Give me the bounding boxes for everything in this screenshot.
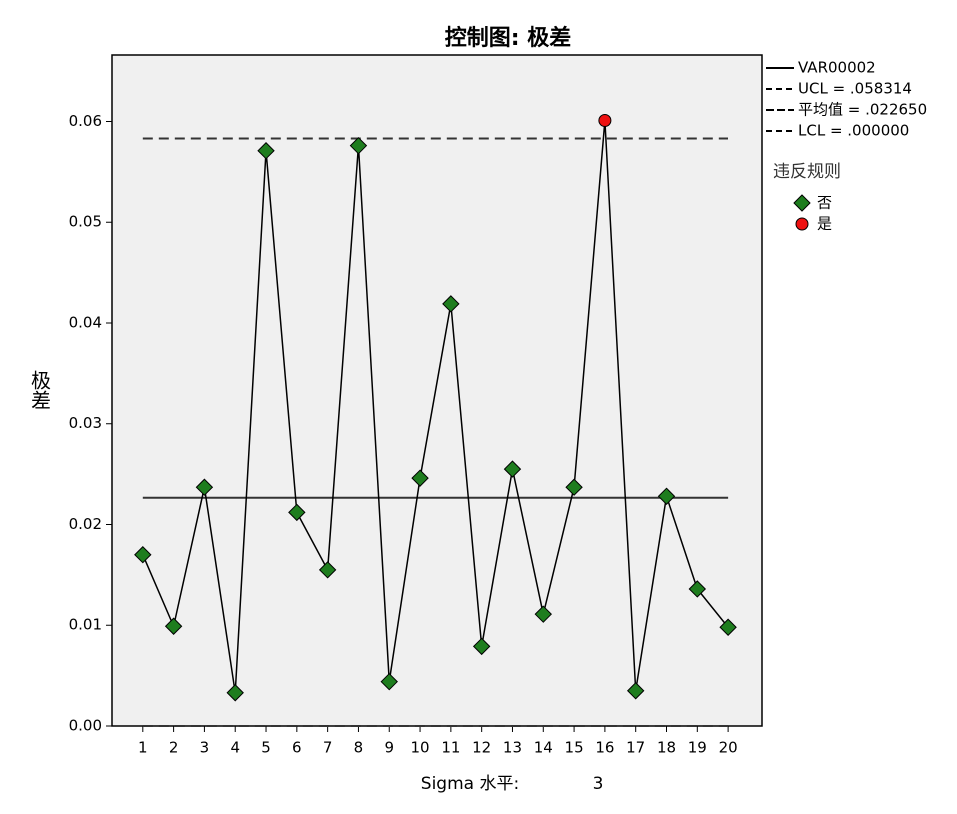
point <box>657 487 676 505</box>
x-tick-label: 20 <box>719 739 738 757</box>
legend-label: UCL = .058314 <box>798 80 912 98</box>
y-tick-label: 0.05 <box>69 213 102 231</box>
x-tick-label: 16 <box>595 739 614 757</box>
point <box>626 682 645 700</box>
point <box>565 478 583 496</box>
plot-area <box>111 54 763 727</box>
y-tick-label: 0.00 <box>69 717 102 735</box>
sigma-level: 3 <box>593 774 604 794</box>
x-tick-label: 1 <box>138 739 148 757</box>
point <box>288 503 306 522</box>
point <box>442 295 460 313</box>
point <box>688 580 707 598</box>
x-tick-label: 13 <box>503 739 522 757</box>
point <box>411 469 429 487</box>
x-tick-label: 2 <box>169 739 179 757</box>
x-tick-label: 15 <box>565 739 584 757</box>
point <box>598 113 612 127</box>
point <box>164 617 183 635</box>
legend-label: 平均值 = .022650 <box>798 101 927 119</box>
sigma-label: Sigma 水平: <box>421 774 519 794</box>
y-tick-label: 0.01 <box>69 616 102 634</box>
point <box>134 546 152 564</box>
x-tick-label: 7 <box>323 739 333 757</box>
x-tick-label: 18 <box>657 739 676 757</box>
legend-marker <box>793 194 811 212</box>
point <box>257 142 275 160</box>
x-tick-label: 8 <box>354 739 364 757</box>
point <box>534 605 552 623</box>
x-tick-label: 6 <box>292 739 302 757</box>
legend-title: 违反规则 <box>773 162 841 182</box>
x-tick-label: 19 <box>688 739 707 757</box>
x-tick-label: 11 <box>441 739 460 757</box>
legend-label: 否 <box>817 194 832 212</box>
legend-label: LCL = .000000 <box>798 122 909 140</box>
x-tick-label: 9 <box>384 739 394 757</box>
point <box>503 460 522 478</box>
point <box>226 684 244 702</box>
point <box>719 618 737 636</box>
y-axis-label: 极差 <box>28 370 52 410</box>
x-tick-label: 14 <box>534 739 553 757</box>
x-tick-label: 10 <box>411 739 430 757</box>
point <box>380 672 398 691</box>
x-tick-label: 4 <box>230 739 240 757</box>
point <box>349 136 368 155</box>
chart-title: 控制图: 极差 <box>445 25 571 51</box>
y-tick-label: 0.03 <box>69 414 102 432</box>
y-tick-label: 0.02 <box>69 515 102 533</box>
series-line <box>142 120 729 693</box>
y-tick-label: 0.06 <box>69 112 102 130</box>
point <box>318 561 337 579</box>
x-tick-label: 17 <box>626 739 645 757</box>
x-tick-label: 5 <box>261 739 271 757</box>
point <box>472 637 491 656</box>
y-tick-label: 0.04 <box>69 313 102 331</box>
legend-label: 是 <box>817 215 832 233</box>
x-tick-label: 3 <box>200 739 210 757</box>
legend-label: VAR00002 <box>798 59 876 77</box>
point <box>195 478 214 496</box>
x-tick-label: 12 <box>472 739 491 757</box>
legend-marker <box>795 217 809 231</box>
